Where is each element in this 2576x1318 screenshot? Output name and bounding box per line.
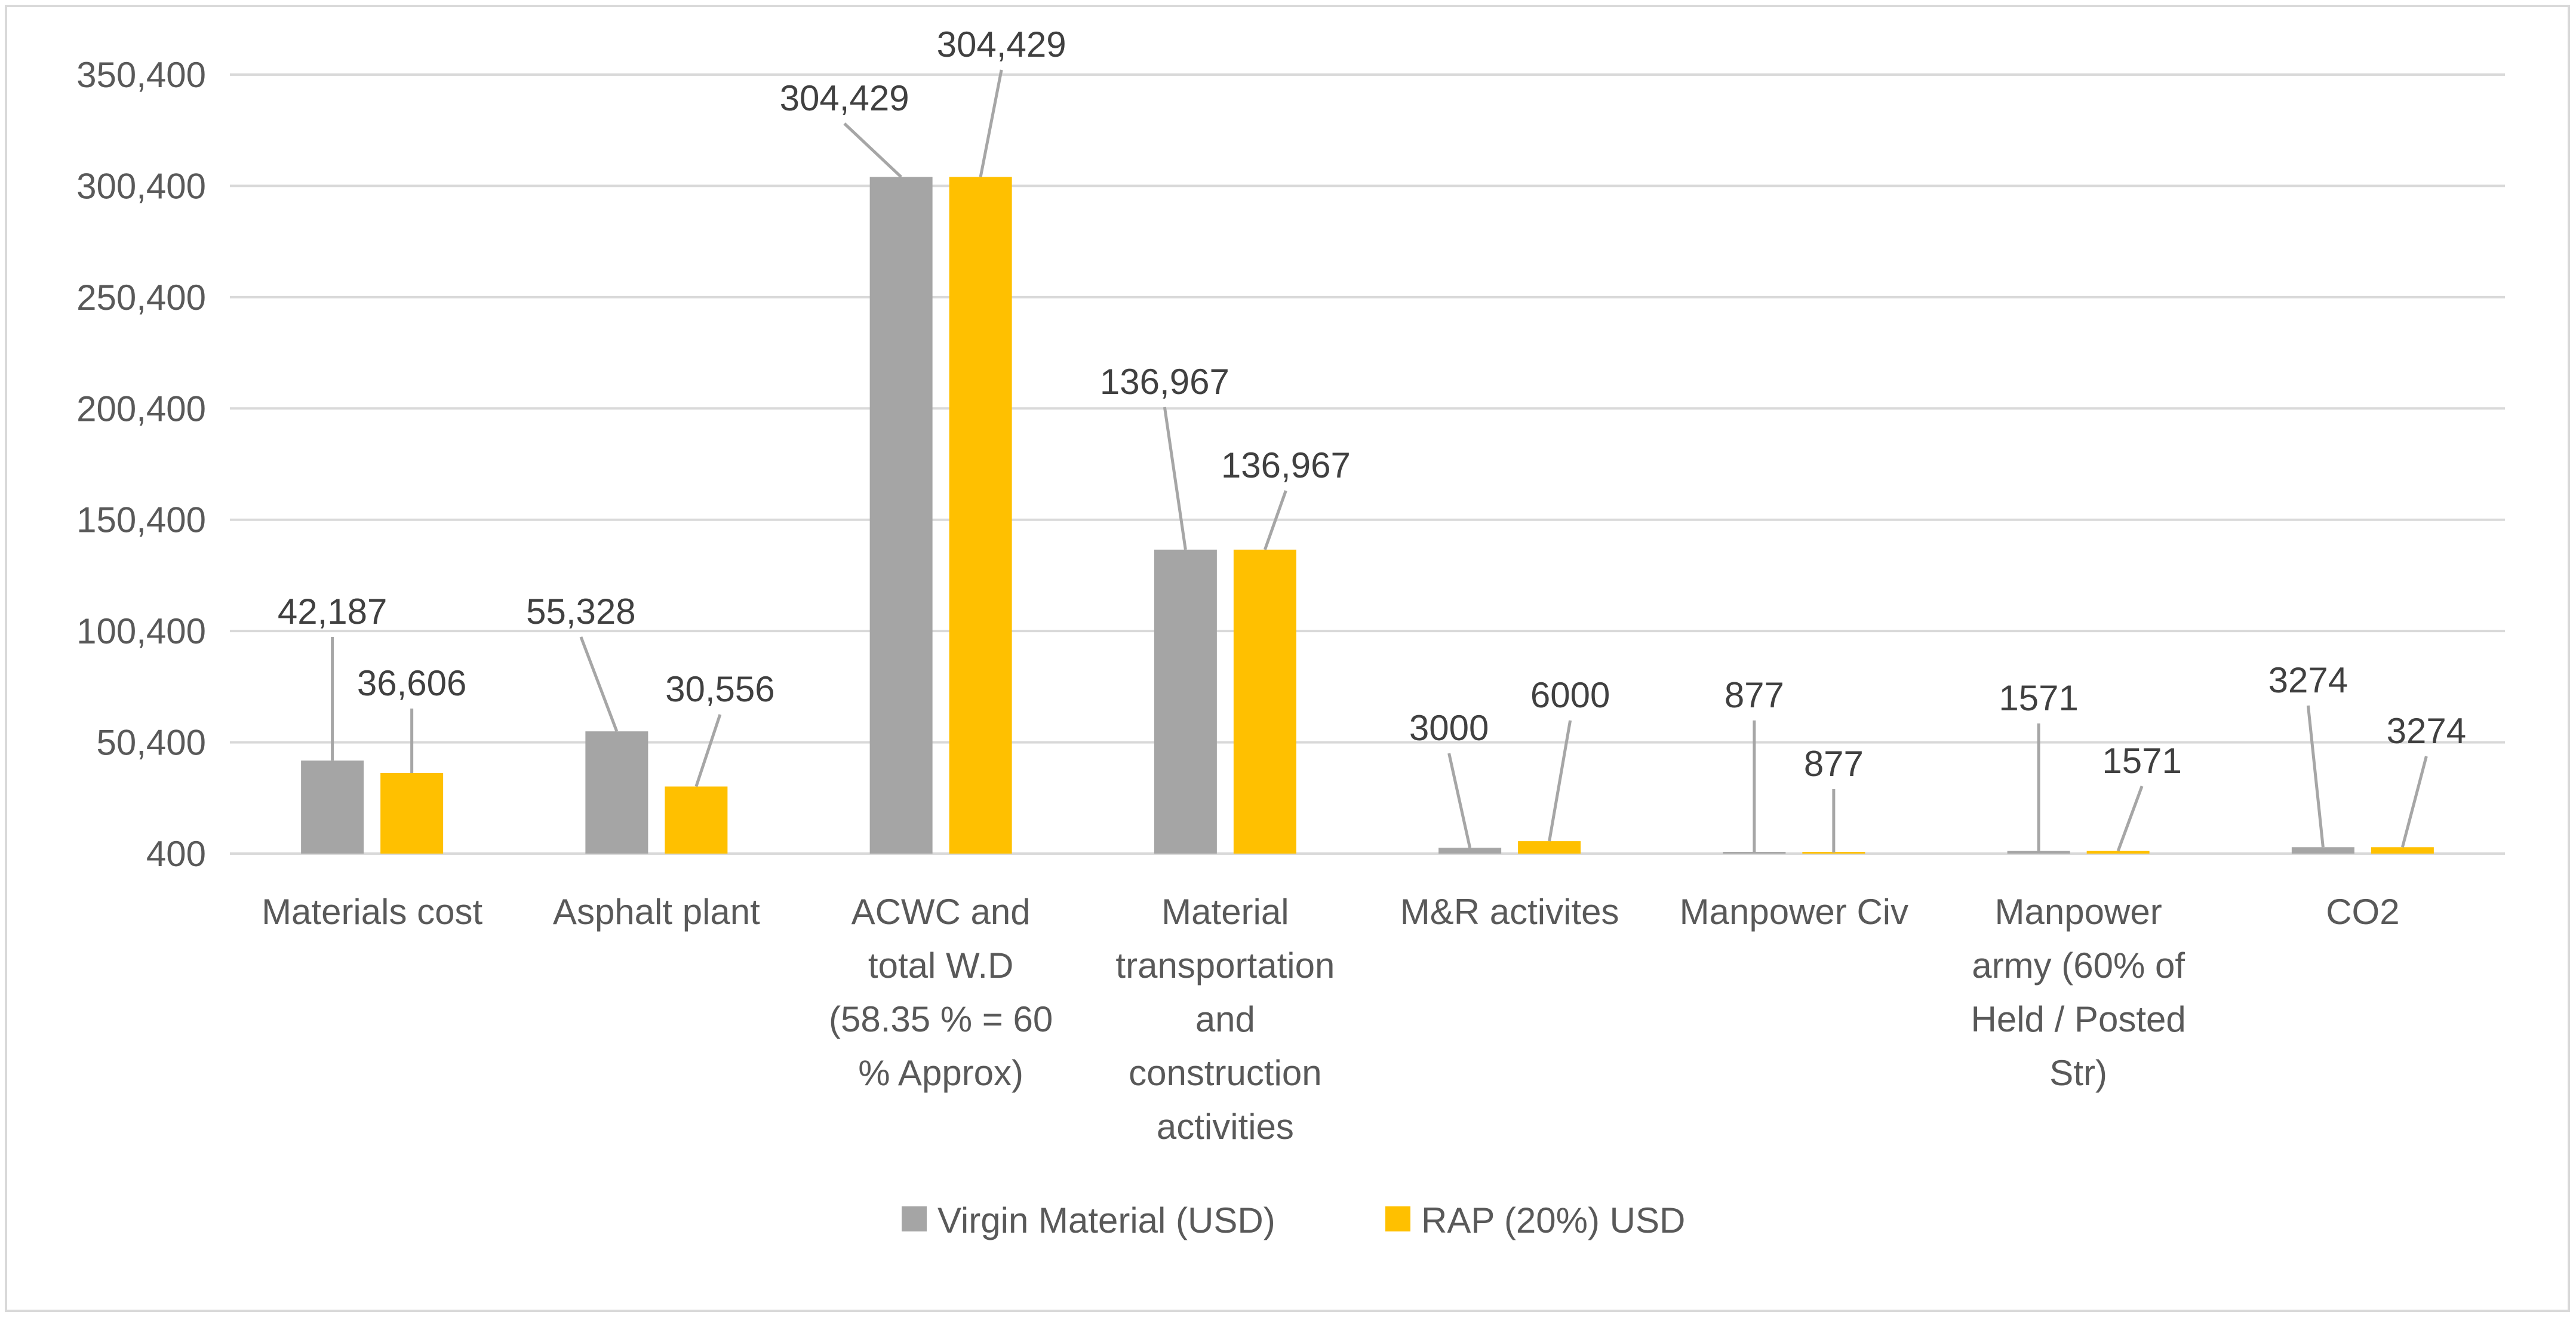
bar-rap — [2371, 847, 2434, 854]
legend-label: Virgin Material (USD) — [937, 1200, 1275, 1240]
bar-virgin — [585, 731, 648, 854]
data-label: 36,606 — [357, 663, 467, 703]
x-tick-label: Materials cost — [262, 892, 482, 932]
legend-swatch — [902, 1206, 927, 1231]
x-tick-label: ACWC and total W.D (58.35 % = 60 % Approx) — [829, 892, 1053, 1093]
data-label: 877 — [1724, 675, 1784, 715]
leader-line — [2116, 786, 2144, 852]
data-label: 3274 — [2268, 660, 2348, 700]
data-label: 3274 — [2387, 711, 2466, 751]
bar-virgin — [1154, 549, 1217, 854]
legend-swatch — [1385, 1206, 1410, 1231]
leader-line — [843, 122, 902, 178]
bar-rap — [665, 786, 728, 854]
bar-rap — [380, 773, 444, 854]
data-label: 877 — [1804, 744, 1864, 784]
y-tick-label: 350,400 — [76, 55, 206, 95]
x-tick-label-line: and — [1195, 999, 1255, 1039]
bar-rap — [1802, 852, 1865, 854]
x-tick-label-line: CO2 — [2326, 892, 2399, 932]
bar-rap — [2086, 851, 2150, 854]
x-tick-label-line: Manpower — [1995, 892, 2162, 932]
x-tick-label: CO2 — [2326, 892, 2399, 932]
x-tick-label-line: Materials cost — [262, 892, 482, 932]
x-tick-label-line: Manpower Civ — [1680, 892, 1908, 932]
bar-virgin — [301, 760, 364, 854]
x-tick-label: Material transportation and construction act… — [1115, 892, 1335, 1147]
leader-line — [1447, 753, 1472, 848]
y-tick-label: 250,400 — [76, 278, 206, 318]
bar-virgin — [2291, 847, 2354, 854]
leader-line — [2400, 756, 2428, 848]
bar-virgin — [2007, 851, 2070, 854]
bar-virgin — [1438, 848, 1502, 854]
x-tick-label: Manpower Civ — [1680, 892, 1908, 932]
bar-rap — [1233, 549, 1296, 854]
data-label: 1571 — [1999, 678, 2078, 718]
x-tick-label-line: (58.35 % = 60 — [829, 999, 1053, 1039]
leader-line — [979, 69, 1003, 177]
x-tick-label: Manpower army (60% of Held / Posted Str) — [1971, 892, 2186, 1093]
bar-virgin — [1723, 852, 1786, 854]
x-tick-label-line: activities — [1157, 1107, 1294, 1147]
x-tick-label-line: Str) — [2049, 1053, 2107, 1093]
x-tick-label: M&R activites — [1400, 892, 1619, 932]
y-tick-label: 100,400 — [76, 611, 206, 651]
leader-line — [1163, 407, 1187, 550]
y-tick-label: 150,400 — [76, 500, 206, 540]
x-tick-label-line: army (60% of — [1972, 946, 2185, 986]
data-label: 1571 — [2102, 741, 2181, 781]
data-label: 304,429 — [780, 78, 909, 118]
leader-line — [694, 714, 722, 787]
y-tick-label: 50,400 — [96, 723, 206, 763]
x-tick-label-line: Held / Posted — [1971, 999, 2186, 1039]
x-tick-label-line: construction — [1129, 1053, 1322, 1093]
bar-virgin — [869, 177, 933, 854]
data-label: 42,187 — [278, 592, 388, 632]
x-tick-label: Asphalt plant — [553, 892, 760, 932]
bar-rap — [1518, 841, 1581, 854]
data-label: 30,556 — [665, 669, 775, 709]
x-tick-label-line: transportation — [1115, 946, 1335, 986]
data-label: 136,967 — [1221, 445, 1351, 485]
data-label: 304,429 — [937, 24, 1066, 64]
data-label: 6000 — [1530, 675, 1610, 715]
x-tick-label-line: % Approx) — [858, 1053, 1023, 1093]
leader-line — [1548, 720, 1572, 842]
data-label: 136,967 — [1100, 362, 1229, 402]
data-label: 55,328 — [526, 592, 636, 632]
legend-label: RAP (20%) USD — [1421, 1200, 1685, 1240]
x-tick-label-line: Material — [1161, 892, 1289, 932]
x-tick-label-line: Asphalt plant — [553, 892, 760, 932]
leader-line — [2306, 705, 2325, 848]
leader-line — [1264, 490, 1287, 550]
data-label: 3000 — [1409, 708, 1489, 748]
x-tick-label-line: ACWC and — [852, 892, 1031, 932]
leader-line — [579, 636, 619, 732]
x-tick-label-line: M&R activites — [1400, 892, 1619, 932]
y-tick-label: 300,400 — [76, 166, 206, 206]
bar-rap — [949, 177, 1012, 854]
y-tick-label: 200,400 — [76, 389, 206, 429]
y-tick-label: 400 — [146, 834, 206, 874]
x-tick-label-line: total W.D — [868, 946, 1013, 986]
